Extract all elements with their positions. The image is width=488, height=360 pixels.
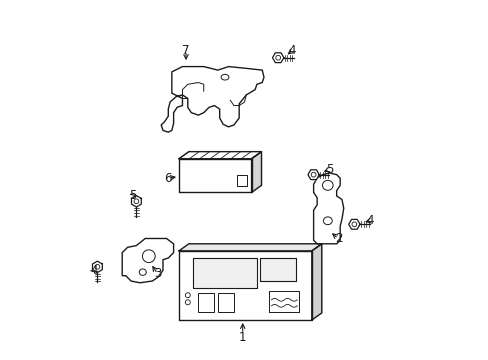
Circle shape <box>185 300 190 305</box>
Bar <box>236 175 247 186</box>
Circle shape <box>351 222 356 227</box>
Polygon shape <box>251 152 261 192</box>
Bar <box>218 293 233 312</box>
Polygon shape <box>131 195 141 207</box>
Circle shape <box>142 250 155 262</box>
Polygon shape <box>92 261 102 273</box>
Circle shape <box>310 172 315 177</box>
Text: 3: 3 <box>154 267 161 280</box>
Polygon shape <box>179 152 261 159</box>
Text: 5: 5 <box>129 189 136 202</box>
Polygon shape <box>313 173 343 244</box>
Polygon shape <box>348 219 359 229</box>
Polygon shape <box>260 258 295 281</box>
Polygon shape <box>311 244 321 320</box>
Ellipse shape <box>323 217 331 225</box>
Polygon shape <box>161 67 264 132</box>
Text: 5: 5 <box>325 163 333 176</box>
Polygon shape <box>179 159 251 192</box>
Ellipse shape <box>221 75 228 80</box>
Polygon shape <box>122 238 173 283</box>
Text: 4: 4 <box>366 214 373 227</box>
Circle shape <box>134 199 139 204</box>
Ellipse shape <box>322 180 332 190</box>
Circle shape <box>275 55 280 60</box>
Polygon shape <box>179 251 311 320</box>
Polygon shape <box>272 53 283 63</box>
Polygon shape <box>179 244 321 251</box>
Text: 2: 2 <box>334 232 342 245</box>
Ellipse shape <box>139 269 146 275</box>
Text: 7: 7 <box>182 44 189 57</box>
Circle shape <box>185 293 190 298</box>
Text: 1: 1 <box>239 331 246 344</box>
Polygon shape <box>193 258 256 288</box>
Bar <box>198 293 214 312</box>
Polygon shape <box>269 291 299 312</box>
Polygon shape <box>307 170 319 180</box>
Text: 4: 4 <box>90 264 98 277</box>
Text: 6: 6 <box>164 172 172 185</box>
Circle shape <box>95 265 100 269</box>
Text: 4: 4 <box>288 44 296 57</box>
